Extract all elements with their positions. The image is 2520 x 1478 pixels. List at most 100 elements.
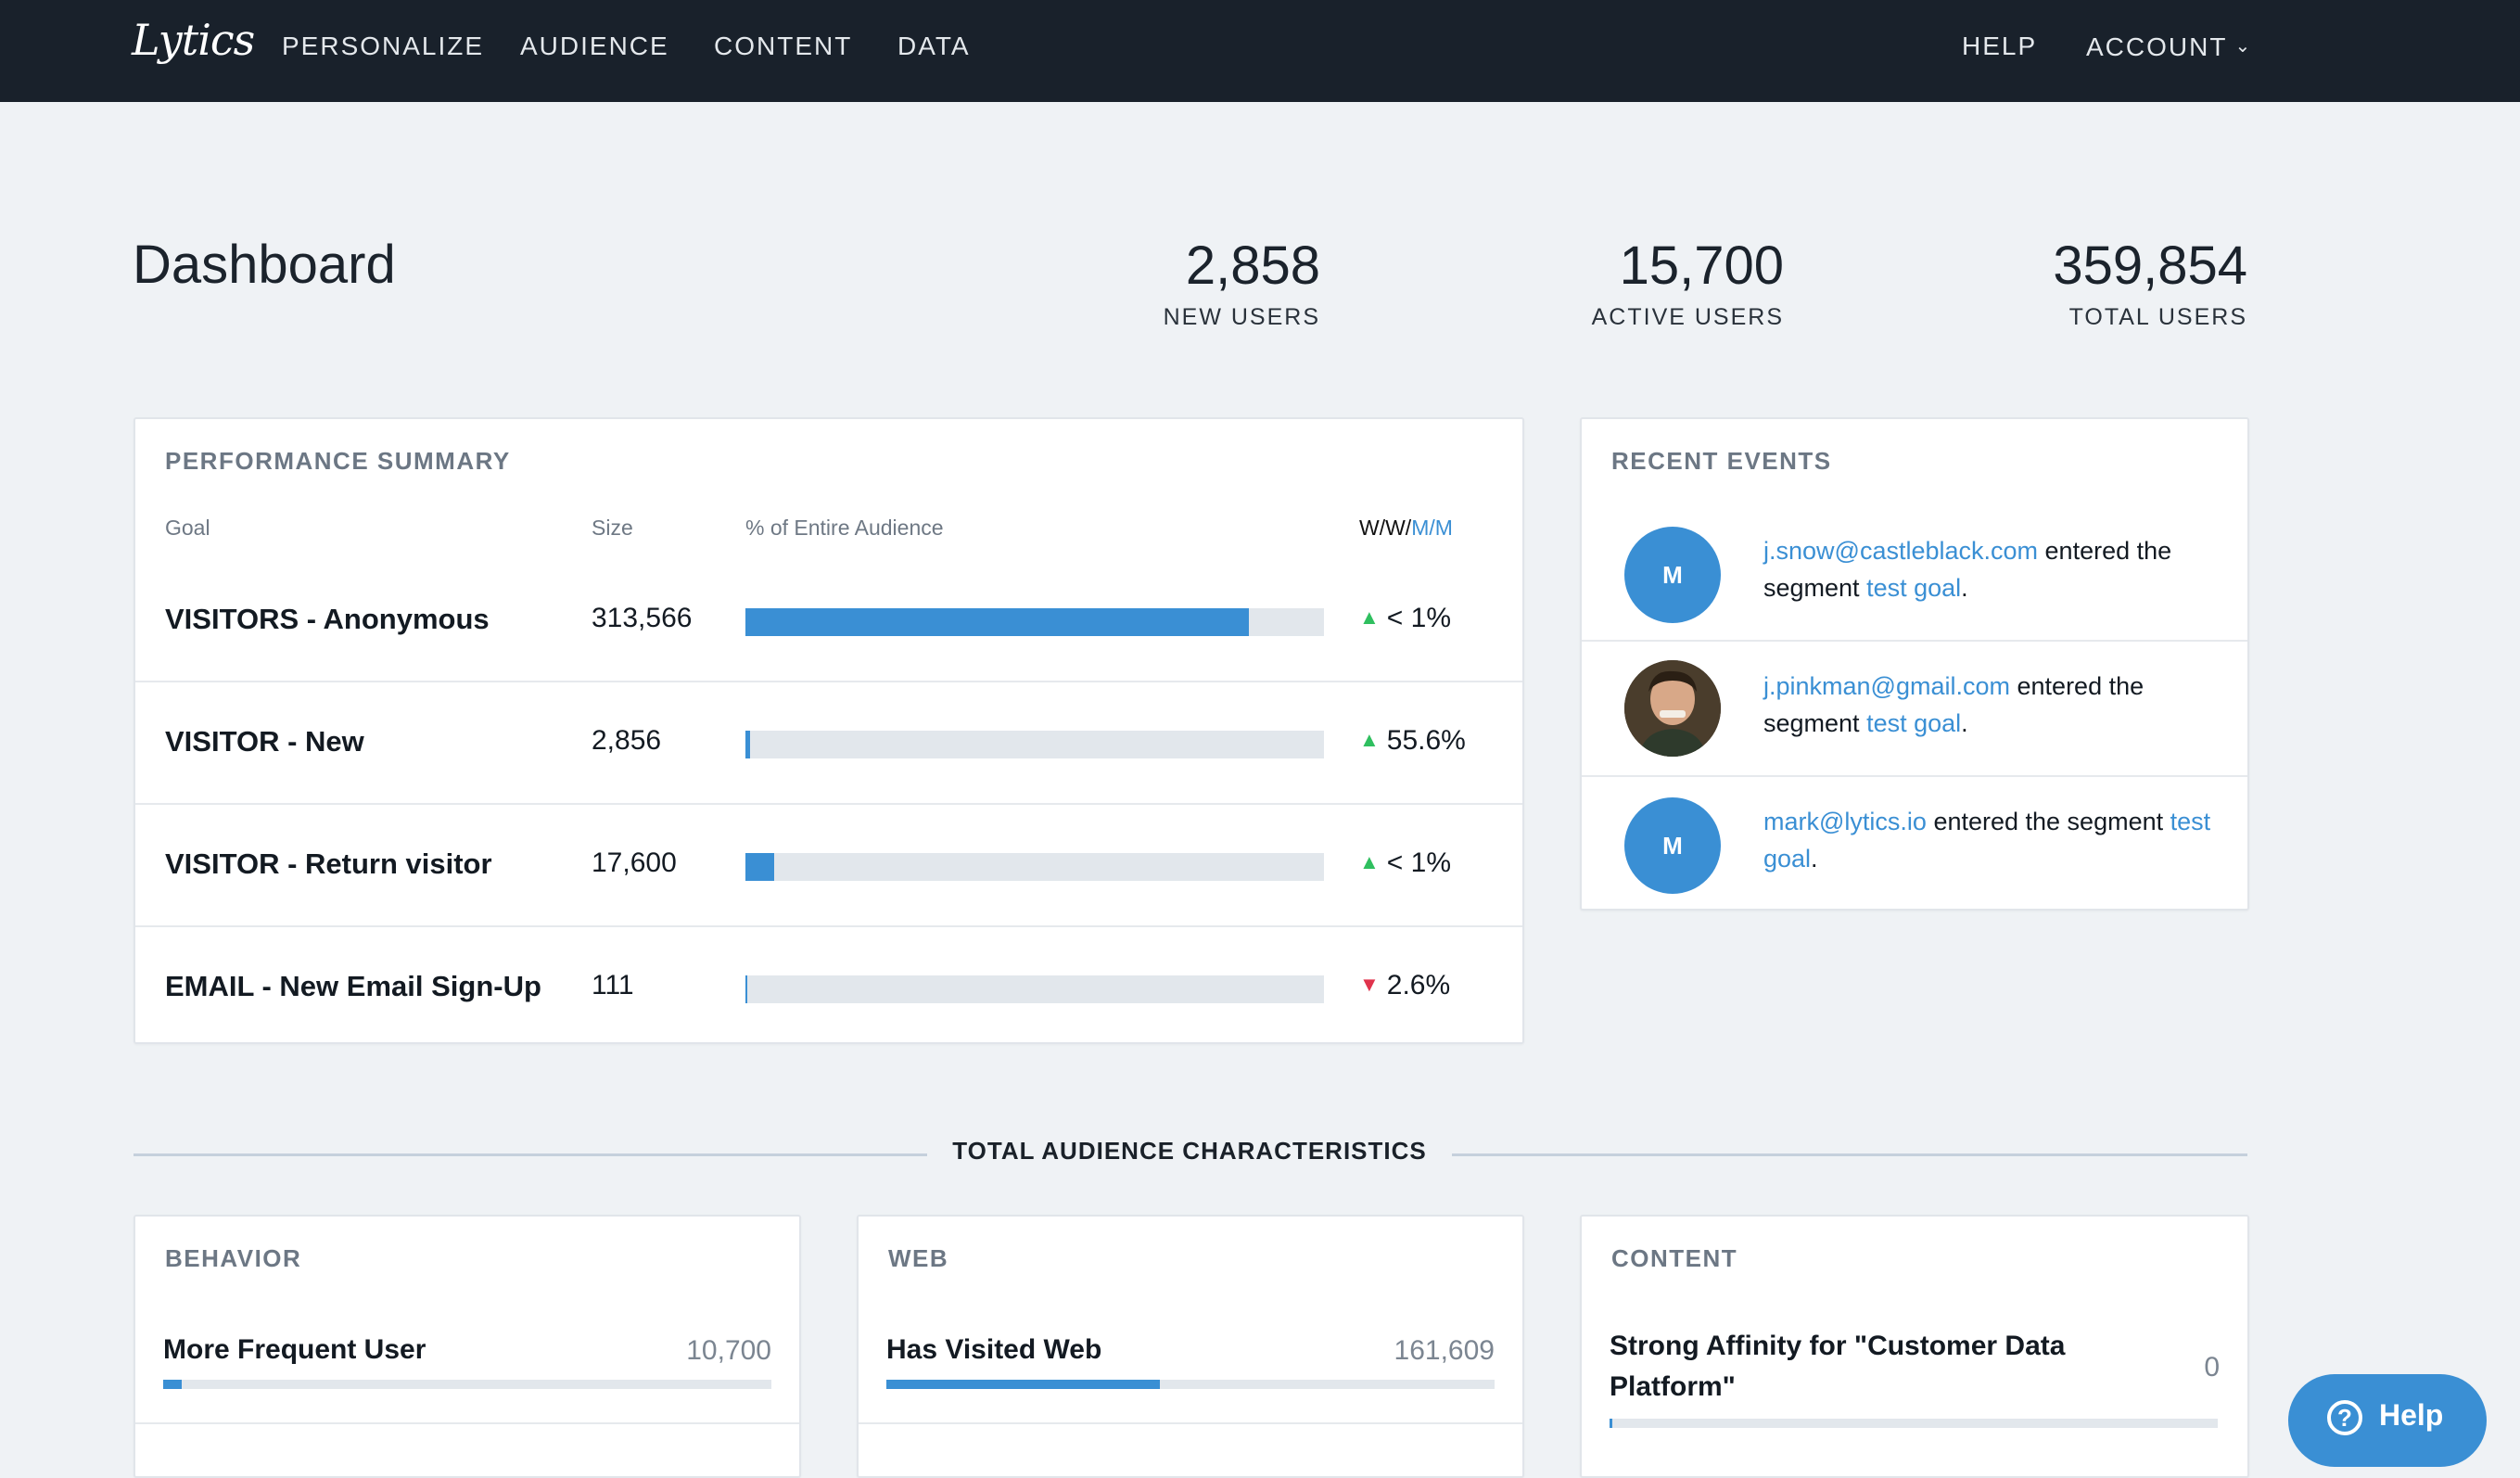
- nav-content[interactable]: CONTENT: [714, 32, 853, 60]
- user-email-link[interactable]: mark@lytics.io: [1763, 808, 1927, 835]
- delta-value: < 1%: [1386, 603, 1451, 633]
- event-text: j.snow@castleblack.com entered the segme…: [1763, 532, 2218, 606]
- goal-delta: ▲ < 1%: [1359, 603, 1451, 634]
- audience-bar: [745, 608, 1324, 636]
- segment-link[interactable]: test goal: [1763, 808, 2211, 873]
- event-item: M mark@lytics.io entered the segment tes…: [1582, 777, 2247, 911]
- nav-personalize[interactable]: PERSONALIZE: [282, 32, 485, 60]
- arrow-up-icon: ▲: [1359, 605, 1380, 629]
- characteristic-bar: [163, 1380, 771, 1389]
- card-title: CONTENT: [1611, 1244, 1738, 1272]
- ww-toggle[interactable]: W/W/: [1359, 516, 1412, 540]
- avatar[interactable]: M: [1624, 527, 1721, 623]
- event-text: j.pinkman@gmail.com entered the segment …: [1763, 668, 2218, 742]
- arrow-down-icon: ▼: [1359, 973, 1380, 996]
- characteristic-name[interactable]: More Frequent User: [163, 1334, 426, 1365]
- chevron-down-icon: ⌄: [2234, 36, 2253, 57]
- column-goal: Goal: [165, 516, 210, 540]
- table-row[interactable]: VISITOR - New 2,856 ▲ 55.6%: [135, 681, 1522, 805]
- audience-bar-fill: [745, 731, 750, 758]
- help-button-label: Help: [2379, 1398, 2444, 1432]
- performance-summary-card: PERFORMANCE SUMMARY Goal Size % of Entir…: [134, 417, 1524, 1044]
- audience-bar-fill: [745, 608, 1249, 636]
- table-row[interactable]: VISITOR - Return visitor 17,600 ▲ < 1%: [135, 803, 1522, 927]
- event-end: .: [1811, 845, 1818, 873]
- arrow-up-icon: ▲: [1359, 728, 1380, 751]
- characteristic-bar-fill: [1610, 1419, 1612, 1428]
- audience-bar: [745, 731, 1324, 758]
- divider-line: [134, 1153, 927, 1156]
- help-button[interactable]: ? Help: [2288, 1374, 2487, 1467]
- event-item: j.pinkman@gmail.com entered the segment …: [1582, 642, 2247, 777]
- row-divider: [135, 1422, 799, 1424]
- user-photo-icon: [1624, 660, 1721, 757]
- user-email-link[interactable]: j.snow@castleblack.com: [1763, 537, 2039, 565]
- characteristic-bar-fill: [163, 1380, 182, 1389]
- stat-value: 359,854: [2053, 236, 2247, 296]
- nav-data[interactable]: DATA: [897, 32, 971, 60]
- behavior-card: BEHAVIOR More Frequent User 10,700: [134, 1215, 801, 1478]
- delta-value: 55.6%: [1386, 725, 1466, 756]
- audience-bar-fill: [745, 853, 774, 881]
- segment-link[interactable]: test goal: [1866, 709, 1962, 737]
- nav-account-label: ACCOUNT: [2086, 32, 2228, 61]
- stat-new-users: 2,858 NEW USERS: [1113, 234, 1320, 331]
- stat-value: 15,700: [1619, 236, 1784, 296]
- table-row[interactable]: EMAIL - New Email Sign-Up 111 ▼ 2.6%: [135, 925, 1522, 1048]
- characteristic-name[interactable]: Strong Affinity for "Customer Data Platf…: [1610, 1331, 2066, 1402]
- characteristic-count: 161,609: [1394, 1335, 1495, 1366]
- nav-audience[interactable]: AUDIENCE: [520, 32, 669, 60]
- column-ww-mm[interactable]: W/W/M/M: [1359, 516, 1453, 541]
- avatar[interactable]: [1624, 660, 1721, 757]
- stat-active-users: 15,700 ACTIVE USERS: [1576, 234, 1784, 331]
- characteristic-count: 0: [2204, 1352, 2220, 1382]
- content-card: CONTENT Strong Affinity for "Customer Da…: [1580, 1215, 2249, 1478]
- card-title: PERFORMANCE SUMMARY: [165, 447, 511, 475]
- goal-delta: ▲ 55.6%: [1359, 725, 1466, 757]
- divider-line: [1452, 1153, 2247, 1156]
- goal-delta: ▼ 2.6%: [1359, 970, 1450, 1001]
- characteristic-count: 10,700: [686, 1335, 771, 1366]
- goal-size: 17,600: [592, 847, 677, 878]
- stat-label: ACTIVE USERS: [1591, 304, 1784, 330]
- segment-link[interactable]: test goal: [1866, 574, 1962, 602]
- event-end: .: [1961, 709, 1968, 737]
- recent-events-card: RECENT EVENTS M j.snow@castleblack.com e…: [1580, 417, 2249, 911]
- goal-size: 2,856: [592, 725, 662, 756]
- audience-bar-fill: [745, 975, 748, 1003]
- goal-delta: ▲ < 1%: [1359, 847, 1451, 879]
- section-title: TOTAL AUDIENCE CHARACTERISTICS: [952, 1137, 1427, 1165]
- column-size: Size: [592, 516, 633, 540]
- audience-bar: [745, 975, 1324, 1003]
- goal-size: 313,566: [592, 603, 693, 633]
- card-title: BEHAVIOR: [165, 1244, 302, 1272]
- event-end: .: [1961, 574, 1968, 602]
- stat-label: TOTAL USERS: [2068, 304, 2247, 330]
- goal-name: EMAIL - New Email Sign-Up: [165, 970, 541, 1002]
- arrow-up-icon: ▲: [1359, 850, 1380, 873]
- event-item: M j.snow@castleblack.com entered the seg…: [1582, 506, 2247, 642]
- event-action: entered the segment: [1763, 537, 2172, 602]
- question-circle-icon: ?: [2327, 1400, 2362, 1435]
- mm-toggle[interactable]: M/M: [1411, 516, 1453, 540]
- nav-account[interactable]: ACCOUNT ⌄: [2086, 28, 2252, 65]
- user-email-link[interactable]: j.pinkman@gmail.com: [1763, 672, 2010, 700]
- table-row[interactable]: VISITORS - Anonymous 313,566 ▲ < 1%: [135, 558, 1522, 682]
- audience-bar: [745, 853, 1324, 881]
- goal-size: 111: [592, 970, 634, 1000]
- characteristic-bar-fill: [886, 1380, 1161, 1389]
- goal-name: VISITOR - Return visitor: [165, 847, 492, 880]
- stat-total-users: 359,854 TOTAL USERS: [1993, 234, 2247, 331]
- delta-value: < 1%: [1386, 847, 1451, 878]
- characteristic-bar: [1610, 1419, 2218, 1428]
- goal-name: VISITORS - Anonymous: [165, 603, 490, 635]
- stat-label: NEW USERS: [1163, 304, 1320, 330]
- nav-help[interactable]: HELP: [1962, 32, 2038, 60]
- avatar[interactable]: M: [1624, 797, 1721, 894]
- stat-value: 2,858: [1185, 236, 1320, 296]
- card-title: RECENT EVENTS: [1611, 447, 1832, 475]
- column-percent: % of Entire Audience: [745, 516, 944, 540]
- lytics-logo[interactable]: Lytics: [132, 15, 255, 65]
- card-title: WEB: [888, 1244, 949, 1272]
- characteristic-name[interactable]: Has Visited Web: [886, 1334, 1102, 1365]
